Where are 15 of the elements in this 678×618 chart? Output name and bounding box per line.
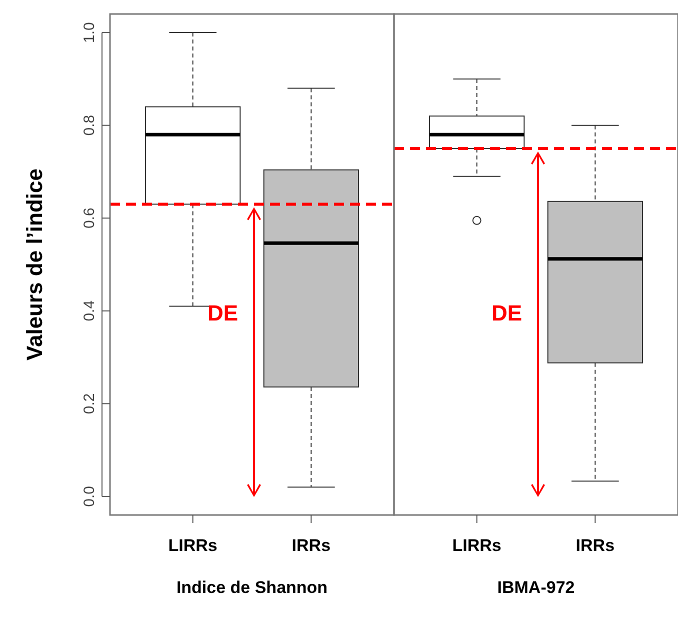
x-axis-title: Indice de Shannon xyxy=(176,578,328,597)
y-tick-label: 1.0 xyxy=(81,22,98,43)
annotation: DE xyxy=(491,300,522,326)
annotation: DE xyxy=(207,300,238,326)
y-tick-label: 0.0 xyxy=(81,486,98,507)
x-tick-label: IRRs xyxy=(576,536,615,555)
x-tick-label: LIRRs xyxy=(168,536,218,555)
y-tick-label: 0.6 xyxy=(81,208,98,229)
x-tick-label: LIRRs xyxy=(452,536,502,555)
y-axis-title: Valeurs de l’indice xyxy=(22,168,47,360)
x-tick-label: IRRs xyxy=(292,536,331,555)
y-tick-label: 0.8 xyxy=(81,114,98,136)
x-axis-title: IBMA-972 xyxy=(497,578,575,597)
y-tick-label: 0.4 xyxy=(81,300,98,322)
y-tick-label: 0.2 xyxy=(81,393,98,414)
